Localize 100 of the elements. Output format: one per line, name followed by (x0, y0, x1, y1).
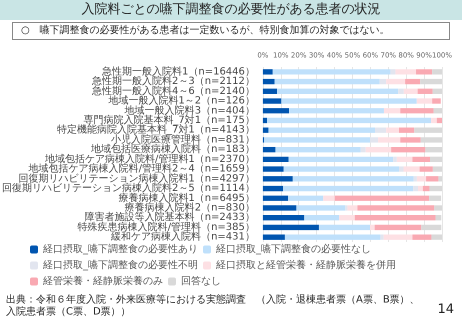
bar (393, 156, 397, 162)
bar (274, 78, 380, 84)
bar (262, 176, 293, 182)
source-note: 出典：令和６年度入院・外来医療等における実態調査 （入院・退棟患者票（A票、B票）、入院患者票（C票、D票）） (6, 294, 420, 318)
bar (434, 205, 442, 211)
bar (405, 78, 420, 84)
bar (380, 78, 386, 84)
text: 14 (437, 302, 454, 317)
bar (418, 88, 433, 94)
bar (262, 166, 284, 172)
bar (283, 186, 414, 192)
bar (378, 137, 400, 143)
bar (436, 215, 442, 220)
bar (262, 146, 276, 152)
bar (360, 146, 366, 152)
bar (414, 128, 442, 133)
bar (262, 118, 268, 124)
bar (399, 128, 414, 133)
bar (275, 146, 361, 152)
bar (366, 146, 392, 152)
legend-label: 経口摂取_嚥下調整食の必要性あり (42, 243, 198, 255)
bar (432, 88, 442, 94)
bar (354, 215, 436, 220)
bar (347, 205, 358, 211)
bar (438, 176, 442, 182)
bar (398, 88, 404, 94)
bar (277, 88, 398, 94)
bar (334, 196, 430, 201)
bar (432, 98, 441, 104)
bar (268, 128, 376, 133)
bar (262, 69, 273, 75)
bar (422, 186, 430, 192)
y-tick-label: 療養病棟入院料2（n=830） (124, 201, 255, 214)
bar (262, 196, 288, 201)
bar (384, 108, 400, 114)
legend-label: 経口摂取と経管栄養・経静脈栄養を併用 (215, 259, 396, 271)
chart-subtitle: ○ 嚥下調整食の必要性がある患者は一定数いるが、特別食加算の対象ではない。 (12, 22, 450, 40)
bar (323, 196, 335, 201)
bar (262, 156, 289, 162)
bar (284, 166, 400, 172)
bar (262, 98, 282, 104)
bar (386, 78, 406, 84)
bar (432, 166, 442, 172)
bar (264, 137, 370, 143)
bar (262, 186, 284, 192)
chart-title: 入院料ごとの嚥下調整食の必要性がある患者の状況 (0, 0, 462, 20)
bar (429, 186, 442, 192)
bar (292, 176, 414, 182)
bar (396, 156, 412, 162)
bar (357, 205, 434, 211)
bar (262, 88, 278, 94)
bar (434, 108, 442, 114)
bar (414, 176, 417, 182)
bar (412, 156, 430, 162)
bar (296, 205, 346, 211)
bar (288, 156, 394, 162)
bar (318, 224, 370, 230)
bar (421, 224, 442, 230)
bar (416, 176, 426, 182)
bar (262, 234, 285, 240)
bar (288, 196, 324, 201)
bar (262, 108, 290, 114)
bar (403, 166, 420, 172)
bar (272, 69, 390, 75)
bar (418, 186, 423, 192)
bar (284, 234, 380, 240)
bar (281, 98, 417, 104)
bar (436, 118, 442, 124)
bar (413, 186, 418, 192)
bar (267, 118, 432, 124)
bar (430, 156, 442, 162)
bar (374, 224, 422, 230)
bar (262, 224, 319, 230)
bar (262, 128, 268, 133)
bar (404, 88, 418, 94)
bar (399, 166, 404, 172)
bar (420, 166, 433, 172)
bar (420, 137, 442, 143)
bar (412, 234, 432, 240)
y-tick-label: 緩和ケア病棟入院料（n=431） (110, 230, 255, 243)
legend-label: 経口摂取_嚥下調整食の必要性不明 (42, 259, 198, 271)
bar (425, 146, 442, 152)
bar (386, 128, 400, 133)
bar (339, 215, 355, 220)
legend-label: 経管栄養・経静脈栄養のみ (42, 275, 163, 287)
bar (416, 98, 432, 104)
bar (375, 128, 386, 133)
bar (262, 205, 296, 211)
legend-label: 経口摂取_嚥下調整食の必要性なし (215, 243, 371, 255)
bar (426, 176, 438, 182)
bar (380, 234, 384, 240)
bar (429, 196, 442, 201)
bar (395, 69, 416, 75)
bar (262, 215, 304, 220)
bar (420, 78, 442, 84)
bar (390, 69, 396, 75)
y-tick-label: 急性期一般入院料1（n=16446） (101, 65, 255, 78)
bar (384, 234, 412, 240)
bar (370, 224, 375, 230)
bar (431, 234, 442, 240)
